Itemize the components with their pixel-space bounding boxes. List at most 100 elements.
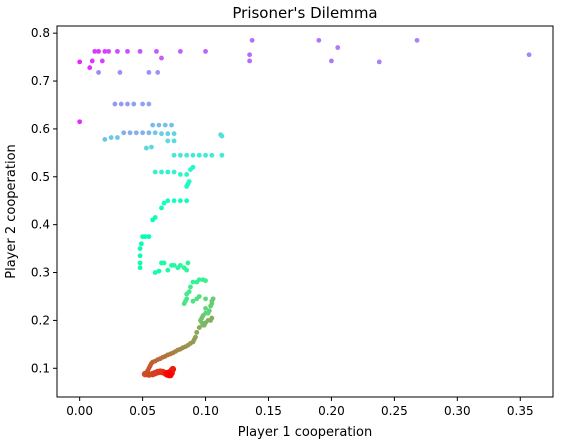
- data-point: [210, 296, 216, 302]
- y-tick-label: 0.3: [31, 266, 50, 280]
- y-tick-label: 0.4: [31, 218, 50, 232]
- data-point: [166, 371, 174, 379]
- y-tick-label: 0.8: [31, 26, 50, 40]
- x-tick-label: 0.25: [381, 404, 408, 418]
- data-point: [137, 265, 143, 271]
- data-point: [96, 48, 101, 54]
- data-point: [184, 267, 190, 273]
- y-tick-label: 0.7: [31, 74, 50, 88]
- data-point: [203, 306, 208, 311]
- data-point: [115, 135, 120, 140]
- data-point: [137, 246, 143, 252]
- x-tick-label: 0.15: [255, 404, 282, 418]
- data-point: [142, 234, 148, 240]
- data-point: [159, 169, 164, 175]
- data-point: [155, 70, 161, 75]
- data-point: [149, 144, 154, 150]
- data-point: [196, 277, 202, 283]
- data-point: [138, 241, 144, 247]
- data-point: [121, 130, 127, 136]
- data-point: [171, 169, 177, 175]
- data-point: [143, 145, 149, 151]
- data-point: [159, 131, 164, 137]
- data-point: [247, 58, 253, 64]
- data-point: [171, 131, 177, 137]
- data-point: [165, 131, 171, 137]
- data-point: [190, 298, 196, 304]
- data-point: [203, 152, 208, 158]
- data-point: [185, 260, 191, 266]
- data-point: [184, 291, 190, 297]
- data-point: [184, 198, 190, 204]
- data-point: [127, 130, 133, 136]
- data-point: [316, 37, 322, 43]
- data-point: [203, 278, 208, 284]
- data-point: [249, 37, 255, 43]
- data-point: [87, 65, 93, 71]
- data-point: [177, 198, 183, 204]
- data-point: [184, 172, 190, 177]
- y-tick-label: 0.5: [31, 170, 50, 184]
- data-point: [146, 130, 152, 136]
- data-point: [190, 152, 196, 158]
- data-point: [146, 234, 152, 240]
- x-tick-label: 0.05: [129, 404, 156, 418]
- data-point: [117, 70, 123, 75]
- data-point: [159, 55, 164, 61]
- data-point: [77, 59, 83, 65]
- data-point: [125, 101, 130, 107]
- data-point: [171, 198, 177, 204]
- data-point: [171, 138, 177, 144]
- data-point: [92, 48, 98, 54]
- x-tick-label: 0.10: [192, 404, 219, 418]
- data-point: [335, 45, 341, 50]
- data-point: [196, 325, 202, 330]
- data-point: [108, 135, 114, 140]
- data-point: [102, 137, 108, 142]
- data-point: [165, 198, 171, 204]
- data-point: [203, 48, 208, 54]
- data-point: [196, 152, 202, 158]
- data-point: [219, 152, 225, 158]
- data-point: [106, 48, 112, 54]
- data-point: [206, 308, 212, 314]
- data-point: [209, 315, 215, 321]
- x-tick-label: 0.00: [66, 404, 93, 418]
- data-point: [165, 267, 171, 273]
- data-points: [77, 37, 532, 379]
- data-point: [203, 296, 208, 302]
- x-tick-label: 0.35: [507, 404, 534, 418]
- data-point: [77, 119, 83, 125]
- data-point: [177, 48, 183, 54]
- data-point: [414, 37, 420, 43]
- y-tick-label: 0.2: [31, 313, 50, 327]
- data-point: [177, 262, 183, 268]
- y-tick-label: 0.6: [31, 122, 50, 136]
- data-point: [146, 70, 152, 75]
- data-point: [184, 183, 190, 189]
- data-point: [177, 152, 183, 158]
- data-point: [140, 130, 146, 136]
- data-point: [96, 70, 101, 75]
- data-point: [194, 329, 200, 335]
- data-point: [177, 172, 183, 177]
- data-point: [171, 152, 177, 158]
- data-point: [219, 133, 225, 139]
- data-point: [137, 48, 143, 54]
- y-axis-label: Player 2 cooperation: [4, 144, 19, 279]
- x-tick-label: 0.30: [444, 404, 471, 418]
- data-point: [152, 130, 158, 136]
- data-point: [137, 253, 143, 259]
- data-point: [89, 58, 95, 64]
- data-point: [159, 205, 164, 211]
- data-point: [118, 101, 124, 107]
- data-point: [150, 122, 156, 128]
- x-axis-label: Player 1 cooperation: [238, 425, 373, 440]
- y-tick-label: 0.1: [31, 361, 50, 375]
- data-point: [181, 301, 187, 307]
- data-point: [162, 122, 168, 128]
- data-point: [329, 58, 334, 64]
- data-point: [161, 200, 167, 206]
- data-point: [184, 152, 190, 158]
